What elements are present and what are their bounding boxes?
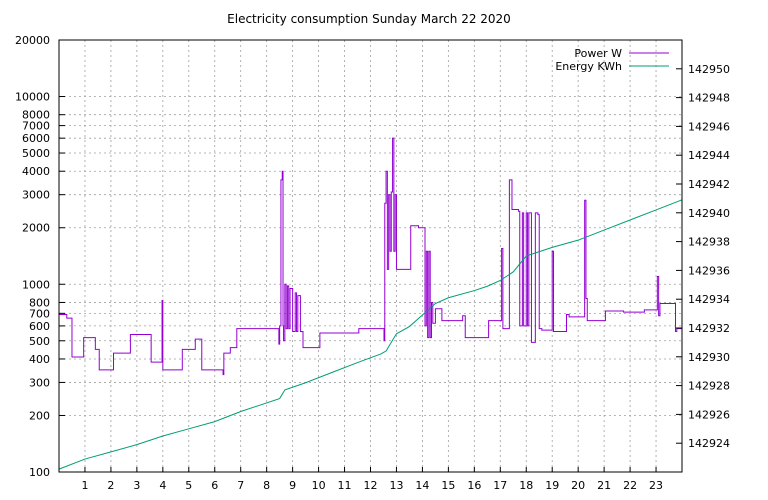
- legend-label: Energy KWh: [555, 60, 622, 73]
- y2-tick-label: 142926: [688, 408, 730, 421]
- y2-tick-label: 142932: [688, 322, 730, 335]
- y-tick-label: 5000: [22, 147, 50, 160]
- y2-tick-label: 142950: [688, 63, 730, 76]
- y-tick-label: 800: [29, 296, 50, 309]
- y-tick-label: 10000: [15, 91, 50, 104]
- y2-tick-label: 142928: [688, 380, 730, 393]
- y-tick-label: 500: [29, 335, 50, 348]
- x-tick-label: 15: [441, 479, 455, 492]
- y2-tick-label: 142930: [688, 351, 730, 364]
- series-line-0: [59, 137, 682, 376]
- y-tick-label: 3000: [22, 189, 50, 202]
- x-tick-label: 2: [107, 479, 114, 492]
- y2-tick-label: 142940: [688, 207, 730, 220]
- y-tick-label: 8000: [22, 109, 50, 122]
- y2-tick-label: 142924: [688, 437, 730, 450]
- x-tick-label: 20: [571, 479, 585, 492]
- x-tick-label: 1: [81, 479, 88, 492]
- x-tick-label: 21: [597, 479, 611, 492]
- x-tick-label: 22: [623, 479, 637, 492]
- y-tick-label: 20000: [15, 34, 50, 47]
- y2-tick-label: 142934: [688, 293, 730, 306]
- y-tick-label: 6000: [22, 132, 50, 145]
- x-tick-label: 10: [312, 479, 326, 492]
- x-tick-label: 16: [467, 479, 481, 492]
- y-tick-label: 200: [29, 409, 50, 422]
- x-tick-label: 19: [545, 479, 559, 492]
- chart-title: Electricity consumption Sunday March 22 …: [227, 12, 511, 26]
- y-tick-label: 4000: [22, 165, 50, 178]
- x-tick-label: 13: [389, 479, 403, 492]
- x-tick-label: 8: [263, 479, 270, 492]
- y-tick-label: 100: [29, 466, 50, 479]
- y2-tick-label: 142938: [688, 236, 730, 249]
- x-tick-label: 3: [133, 479, 140, 492]
- x-tick-label: 17: [493, 479, 507, 492]
- x-tick-label: 6: [211, 479, 218, 492]
- axes: 1 2 3 4 5 6 7 8 9 10 11 12 13 14 15 16 17 18 19 20 21 22 23100…: [15, 34, 730, 492]
- y-tick-label: 400: [29, 353, 50, 366]
- series-layer: [58, 137, 683, 470]
- y2-tick-label: 142948: [688, 92, 730, 105]
- y-tick-label: 7000: [22, 120, 50, 133]
- series-line-1: [58, 199, 683, 470]
- x-tick-label: 4: [159, 479, 166, 492]
- y-tick-label: 300: [29, 376, 50, 389]
- x-tick-label: 11: [338, 479, 352, 492]
- x-tick-label: 7: [237, 479, 244, 492]
- x-tick-label: 9: [289, 479, 296, 492]
- y-tick-label: 1000: [22, 278, 50, 291]
- y-tick-label: 2000: [22, 222, 50, 235]
- x-tick-label: 5: [185, 479, 192, 492]
- legend-label: Power W: [574, 47, 622, 60]
- y2-tick-label: 142942: [688, 178, 730, 191]
- y2-tick-label: 142944: [688, 149, 730, 162]
- x-tick-label: 14: [415, 479, 429, 492]
- y-tick-label: 700: [29, 307, 50, 320]
- y2-tick-label: 142946: [688, 120, 730, 133]
- y2-tick-label: 142936: [688, 264, 730, 277]
- y-tick-label: 600: [29, 320, 50, 333]
- x-tick-label: 23: [649, 479, 663, 492]
- x-tick-label: 18: [519, 479, 533, 492]
- x-tick-label: 12: [364, 479, 378, 492]
